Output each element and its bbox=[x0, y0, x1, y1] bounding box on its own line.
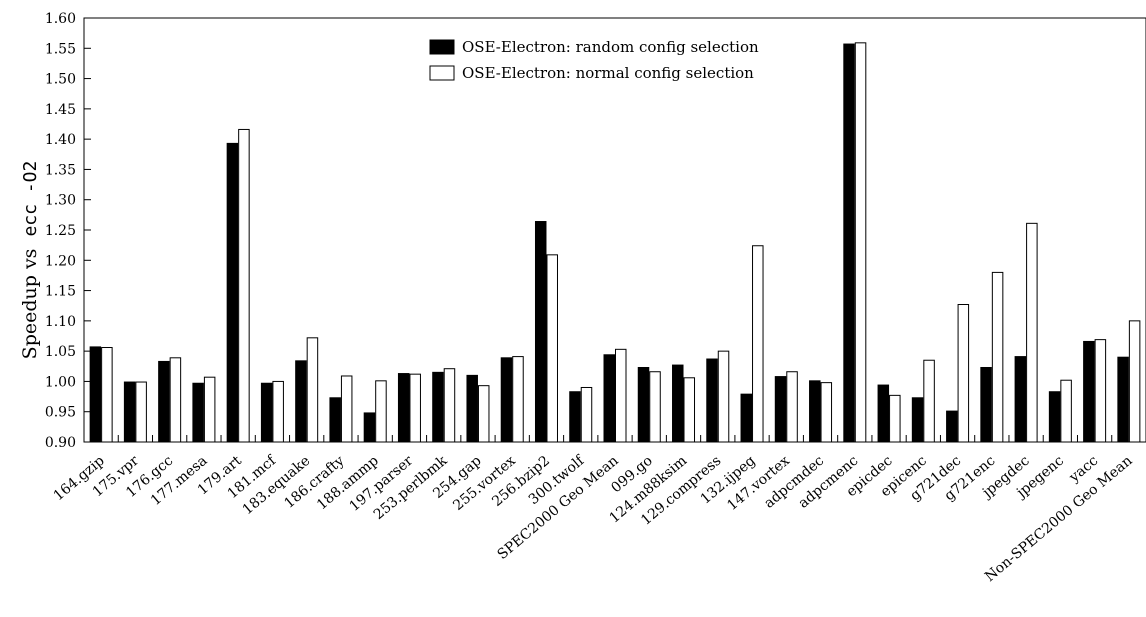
y-tick-label: 1.25 bbox=[45, 223, 76, 239]
y-tick-label: 1.50 bbox=[45, 72, 76, 88]
bar-random-6 bbox=[295, 360, 307, 443]
bar-random-24 bbox=[911, 397, 924, 443]
bar-random-14 bbox=[569, 391, 581, 443]
y-tick-label: 1.35 bbox=[45, 162, 76, 178]
bar-random-22 bbox=[843, 43, 855, 443]
legend-swatch-normal bbox=[429, 65, 455, 81]
bar-normal-16 bbox=[649, 371, 661, 443]
bar-normal-8 bbox=[375, 380, 387, 443]
bar-normal-17 bbox=[683, 377, 696, 443]
y-tick-label: 1.60 bbox=[45, 11, 76, 27]
bar-normal-29 bbox=[1094, 339, 1107, 443]
bar-normal-15 bbox=[615, 348, 627, 443]
bar-normal-14 bbox=[580, 386, 593, 443]
legend-swatch-random bbox=[429, 39, 455, 55]
bar-random-18 bbox=[706, 358, 718, 443]
bar-random-19 bbox=[740, 393, 753, 443]
bar-random-23 bbox=[877, 384, 890, 443]
bar-normal-19 bbox=[752, 245, 764, 443]
y-axis-label-code: ecc -O2 bbox=[20, 161, 41, 237]
bar-normal-22 bbox=[854, 42, 867, 443]
y-axis-ticks: 0.90 0.95 1.00 1.05 1.10 1.15 1.20 1.25 1.30 1.35… bbox=[45, 11, 91, 451]
bar-random-11 bbox=[466, 374, 478, 443]
legend: OSE-Electron: random config selection OS… bbox=[429, 38, 759, 82]
bar-normal-20 bbox=[786, 371, 798, 443]
bar-random-1 bbox=[123, 381, 136, 443]
bar-normal-0 bbox=[101, 347, 113, 443]
bar-random-25 bbox=[946, 410, 958, 443]
y-tick-label: 0.95 bbox=[45, 405, 76, 421]
bar-normal-4 bbox=[238, 128, 250, 443]
bar-random-27 bbox=[1014, 356, 1027, 443]
bar-normal-6 bbox=[306, 337, 319, 443]
bar-random-10 bbox=[432, 371, 444, 443]
y-axis-label: Speedup vs ecc -O2 bbox=[19, 161, 41, 360]
y-tick-label: 1.30 bbox=[45, 193, 76, 209]
bar-random-26 bbox=[980, 366, 992, 443]
bar-normal-24 bbox=[923, 359, 935, 443]
bar-normal-13 bbox=[546, 254, 558, 443]
legend-label-normal: OSE-Electron: normal config selection bbox=[462, 64, 754, 82]
bar-normal-1 bbox=[135, 381, 147, 443]
bar-random-17 bbox=[672, 364, 684, 443]
bar-random-29 bbox=[1083, 340, 1095, 443]
bar-random-0 bbox=[89, 346, 102, 443]
bar-random-4 bbox=[226, 142, 239, 443]
y-tick-label: 1.10 bbox=[45, 314, 76, 330]
bar-random-20 bbox=[774, 376, 787, 443]
y-tick-label: 1.15 bbox=[45, 284, 76, 300]
bar-random-12 bbox=[500, 357, 513, 443]
bar-normal-5 bbox=[272, 380, 284, 443]
bar-random-16 bbox=[637, 366, 650, 443]
bar-normal-21 bbox=[820, 382, 833, 443]
bar-normal-26 bbox=[991, 271, 1004, 443]
y-tick-label: 1.55 bbox=[45, 41, 76, 57]
plot-frame bbox=[83, 17, 1146, 443]
bar-normal-9 bbox=[409, 373, 421, 443]
y-tick-label: 1.40 bbox=[45, 132, 76, 148]
bar-random-30 bbox=[1117, 356, 1129, 443]
bar-normal-11 bbox=[477, 385, 490, 443]
bars bbox=[89, 42, 1141, 443]
bar-normal-7 bbox=[340, 375, 353, 443]
bar-normal-3 bbox=[203, 376, 216, 443]
bar-normal-10 bbox=[443, 368, 456, 443]
y-tick-label: 1.20 bbox=[45, 253, 76, 269]
bar-normal-27 bbox=[1026, 222, 1038, 443]
bar-random-28 bbox=[1048, 391, 1061, 443]
bar-random-8 bbox=[363, 412, 376, 443]
bar-normal-28 bbox=[1060, 379, 1072, 443]
bar-random-3 bbox=[192, 382, 204, 443]
bar-normal-12 bbox=[512, 356, 524, 443]
bar-random-9 bbox=[397, 373, 410, 443]
svg-text:Speedup vs ecc -O2: Speedup vs ecc -O2 bbox=[19, 161, 41, 360]
bar-random-15 bbox=[603, 354, 615, 443]
y-tick-label: 1.00 bbox=[45, 374, 76, 390]
legend-label-random: OSE-Electron: random config selection bbox=[462, 38, 759, 56]
bar-normal-25 bbox=[957, 304, 970, 443]
bar-random-7 bbox=[329, 397, 341, 443]
bar-random-13 bbox=[534, 221, 547, 443]
bar-normal-30 bbox=[1128, 320, 1141, 443]
bar-normal-18 bbox=[717, 350, 730, 443]
bar-random-21 bbox=[809, 380, 821, 443]
bar-normal-23 bbox=[889, 394, 901, 443]
y-axis-label-text: Speedup vs bbox=[19, 249, 41, 360]
bar-random-2 bbox=[158, 360, 170, 443]
bar-normal-2 bbox=[169, 357, 182, 443]
y-tick-label: 1.05 bbox=[45, 344, 76, 360]
x-axis-labels: 164.gzip175.vpr176.gcc177.mesa179.art181… bbox=[51, 452, 1136, 585]
bar-random-5 bbox=[260, 382, 273, 443]
y-tick-label: 1.45 bbox=[45, 102, 76, 118]
y-tick-label: 0.90 bbox=[45, 435, 76, 451]
